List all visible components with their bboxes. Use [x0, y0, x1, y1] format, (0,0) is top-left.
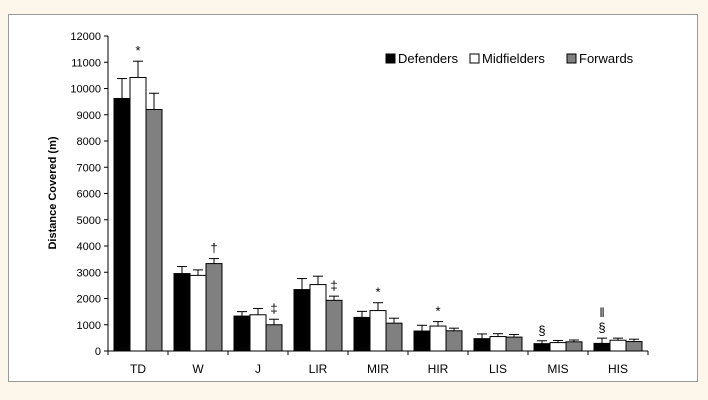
- y-axis-label: Distance Covered (m): [47, 136, 59, 249]
- y-tick-label: 7000: [77, 162, 101, 174]
- bars: *†‡‡ **§ §‖: [113, 43, 643, 352]
- bar-td-forwards: [145, 109, 163, 352]
- bar-lir-forwards: [325, 299, 343, 352]
- legend: Defenders Midfielders Forwards: [385, 51, 634, 66]
- y-tick-label: 11000: [71, 57, 101, 69]
- legend-swatch-forwards: [566, 53, 577, 64]
- bar-td-midfielders: [129, 76, 147, 352]
- legend-swatch-defenders: [385, 53, 396, 64]
- bar-lir-defenders: [293, 289, 311, 352]
- bar-mir-defenders: [353, 316, 371, 352]
- x-tick-label-w: W: [192, 362, 204, 376]
- bar-w-forwards: [205, 263, 223, 352]
- legend-label-defenders: Defenders: [398, 51, 458, 66]
- bar-w-midfielders: [189, 274, 207, 352]
- x-tick-label-j: J: [255, 362, 261, 376]
- x-tick-label-lis: LIS: [489, 362, 507, 376]
- x-tick-label-hir: HIR: [428, 362, 449, 376]
- bar-lis-defenders: [473, 338, 491, 352]
- bar-mis-midfielders: [549, 342, 567, 352]
- x-tick-label-mir: MIR: [367, 362, 389, 376]
- annotation-td-midfielders: *: [135, 43, 140, 58]
- annotation-mir-midfielders: *: [375, 285, 380, 300]
- annotation-his-defenders: ‖: [599, 305, 604, 320]
- bar-his-forwards: [625, 341, 643, 352]
- legend-label-midfielders: Midfielders: [482, 51, 545, 66]
- bar-mir-midfielders: [369, 310, 387, 352]
- y-tick-label: 0: [95, 346, 101, 358]
- bar-lis-forwards: [505, 336, 523, 352]
- bar-j-midfielders: [249, 314, 267, 352]
- x-axis: TD W J LIR MIR HIR LIS MIS HIS: [107, 350, 649, 376]
- annotation-mis-defenders: §: [538, 323, 545, 338]
- y-tick-label: 4000: [77, 241, 101, 253]
- annotation-his-defenders: §: [598, 320, 605, 335]
- bar-mis-defenders: [533, 343, 551, 352]
- annotation-hir-midfielders: *: [435, 304, 440, 319]
- legend-swatch-midfielders: [469, 53, 480, 64]
- y-tick-label: 8000: [77, 136, 101, 148]
- bar-j-defenders: [233, 315, 251, 352]
- y-tick-label: 9000: [77, 110, 101, 122]
- y-tick-label: 6000: [77, 189, 101, 201]
- annotation-w-forwards: †: [210, 241, 217, 256]
- bar-w-defenders: [173, 273, 191, 352]
- bar-mis-forwards: [565, 341, 583, 352]
- y-axis: 0 1000 2000 3000 4000 5000 6000 7000 8000 9000 100…: [70, 31, 109, 358]
- bar-hir-defenders: [413, 330, 431, 352]
- x-tick-label-td: TD: [130, 362, 146, 376]
- bar-lis-midfielders: [489, 336, 507, 352]
- bar-his-defenders: [593, 342, 611, 352]
- bar-j-forwards: [265, 324, 283, 352]
- y-tick-label: 5000: [77, 215, 101, 227]
- y-tick-label: 1000: [77, 320, 101, 332]
- bar-td-defenders: [113, 97, 131, 352]
- legend-label-forwards: Forwards: [579, 51, 634, 66]
- x-tick-label-his: HIS: [608, 362, 628, 376]
- bar-hir-forwards: [445, 330, 463, 352]
- bar-lir-midfielders: [309, 284, 327, 352]
- y-tick-label: 12000: [70, 31, 101, 43]
- y-tick-label: 2000: [77, 294, 101, 306]
- annotation-j-forwards: ‡: [270, 301, 277, 316]
- bar-mir-forwards: [385, 322, 403, 352]
- y-tick-label: 3000: [77, 267, 101, 279]
- bar-hir-midfielders: [429, 325, 447, 352]
- bar-his-midfielders: [609, 339, 627, 352]
- x-tick-label-lir: LIR: [309, 362, 328, 376]
- x-tick-label-mis: MIS: [547, 362, 568, 376]
- annotation-lir-forwards: ‡: [330, 278, 337, 293]
- y-tick-label: 10000: [70, 84, 101, 96]
